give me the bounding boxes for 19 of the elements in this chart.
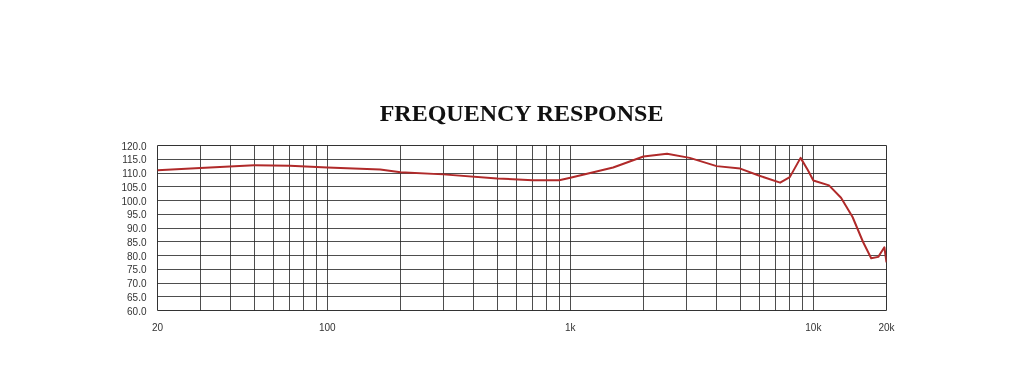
y-tick-label: 70.0 xyxy=(127,278,147,289)
y-tick-label: 115.0 xyxy=(122,154,147,166)
y-tick-label: 75.0 xyxy=(127,264,147,276)
x-tick-label: 20 xyxy=(151,321,164,333)
y-tick-label: 90.0 xyxy=(127,223,147,234)
x-tick-label: 10k xyxy=(805,321,823,333)
y-tick-label: 100.0 xyxy=(121,195,147,207)
y-tick-label: 95.0 xyxy=(127,209,147,221)
y-tick-label: 80.0 xyxy=(127,250,147,262)
y-tick-label: 85.0 xyxy=(127,236,147,248)
y-tick-label: 105.0 xyxy=(121,181,147,193)
y-tick-label: 60.0 xyxy=(127,305,147,317)
y-tick-label: 110.0 xyxy=(122,168,147,179)
y-tick-label: 65.0 xyxy=(127,291,147,303)
y-tick-label: 120.0 xyxy=(121,140,147,152)
chart-title: FREQUENCY RESPONSE xyxy=(379,99,664,126)
x-tick-label: 1k xyxy=(565,321,577,333)
x-tick-label: 100 xyxy=(319,321,337,333)
x-tick-label: 20k xyxy=(878,321,896,333)
